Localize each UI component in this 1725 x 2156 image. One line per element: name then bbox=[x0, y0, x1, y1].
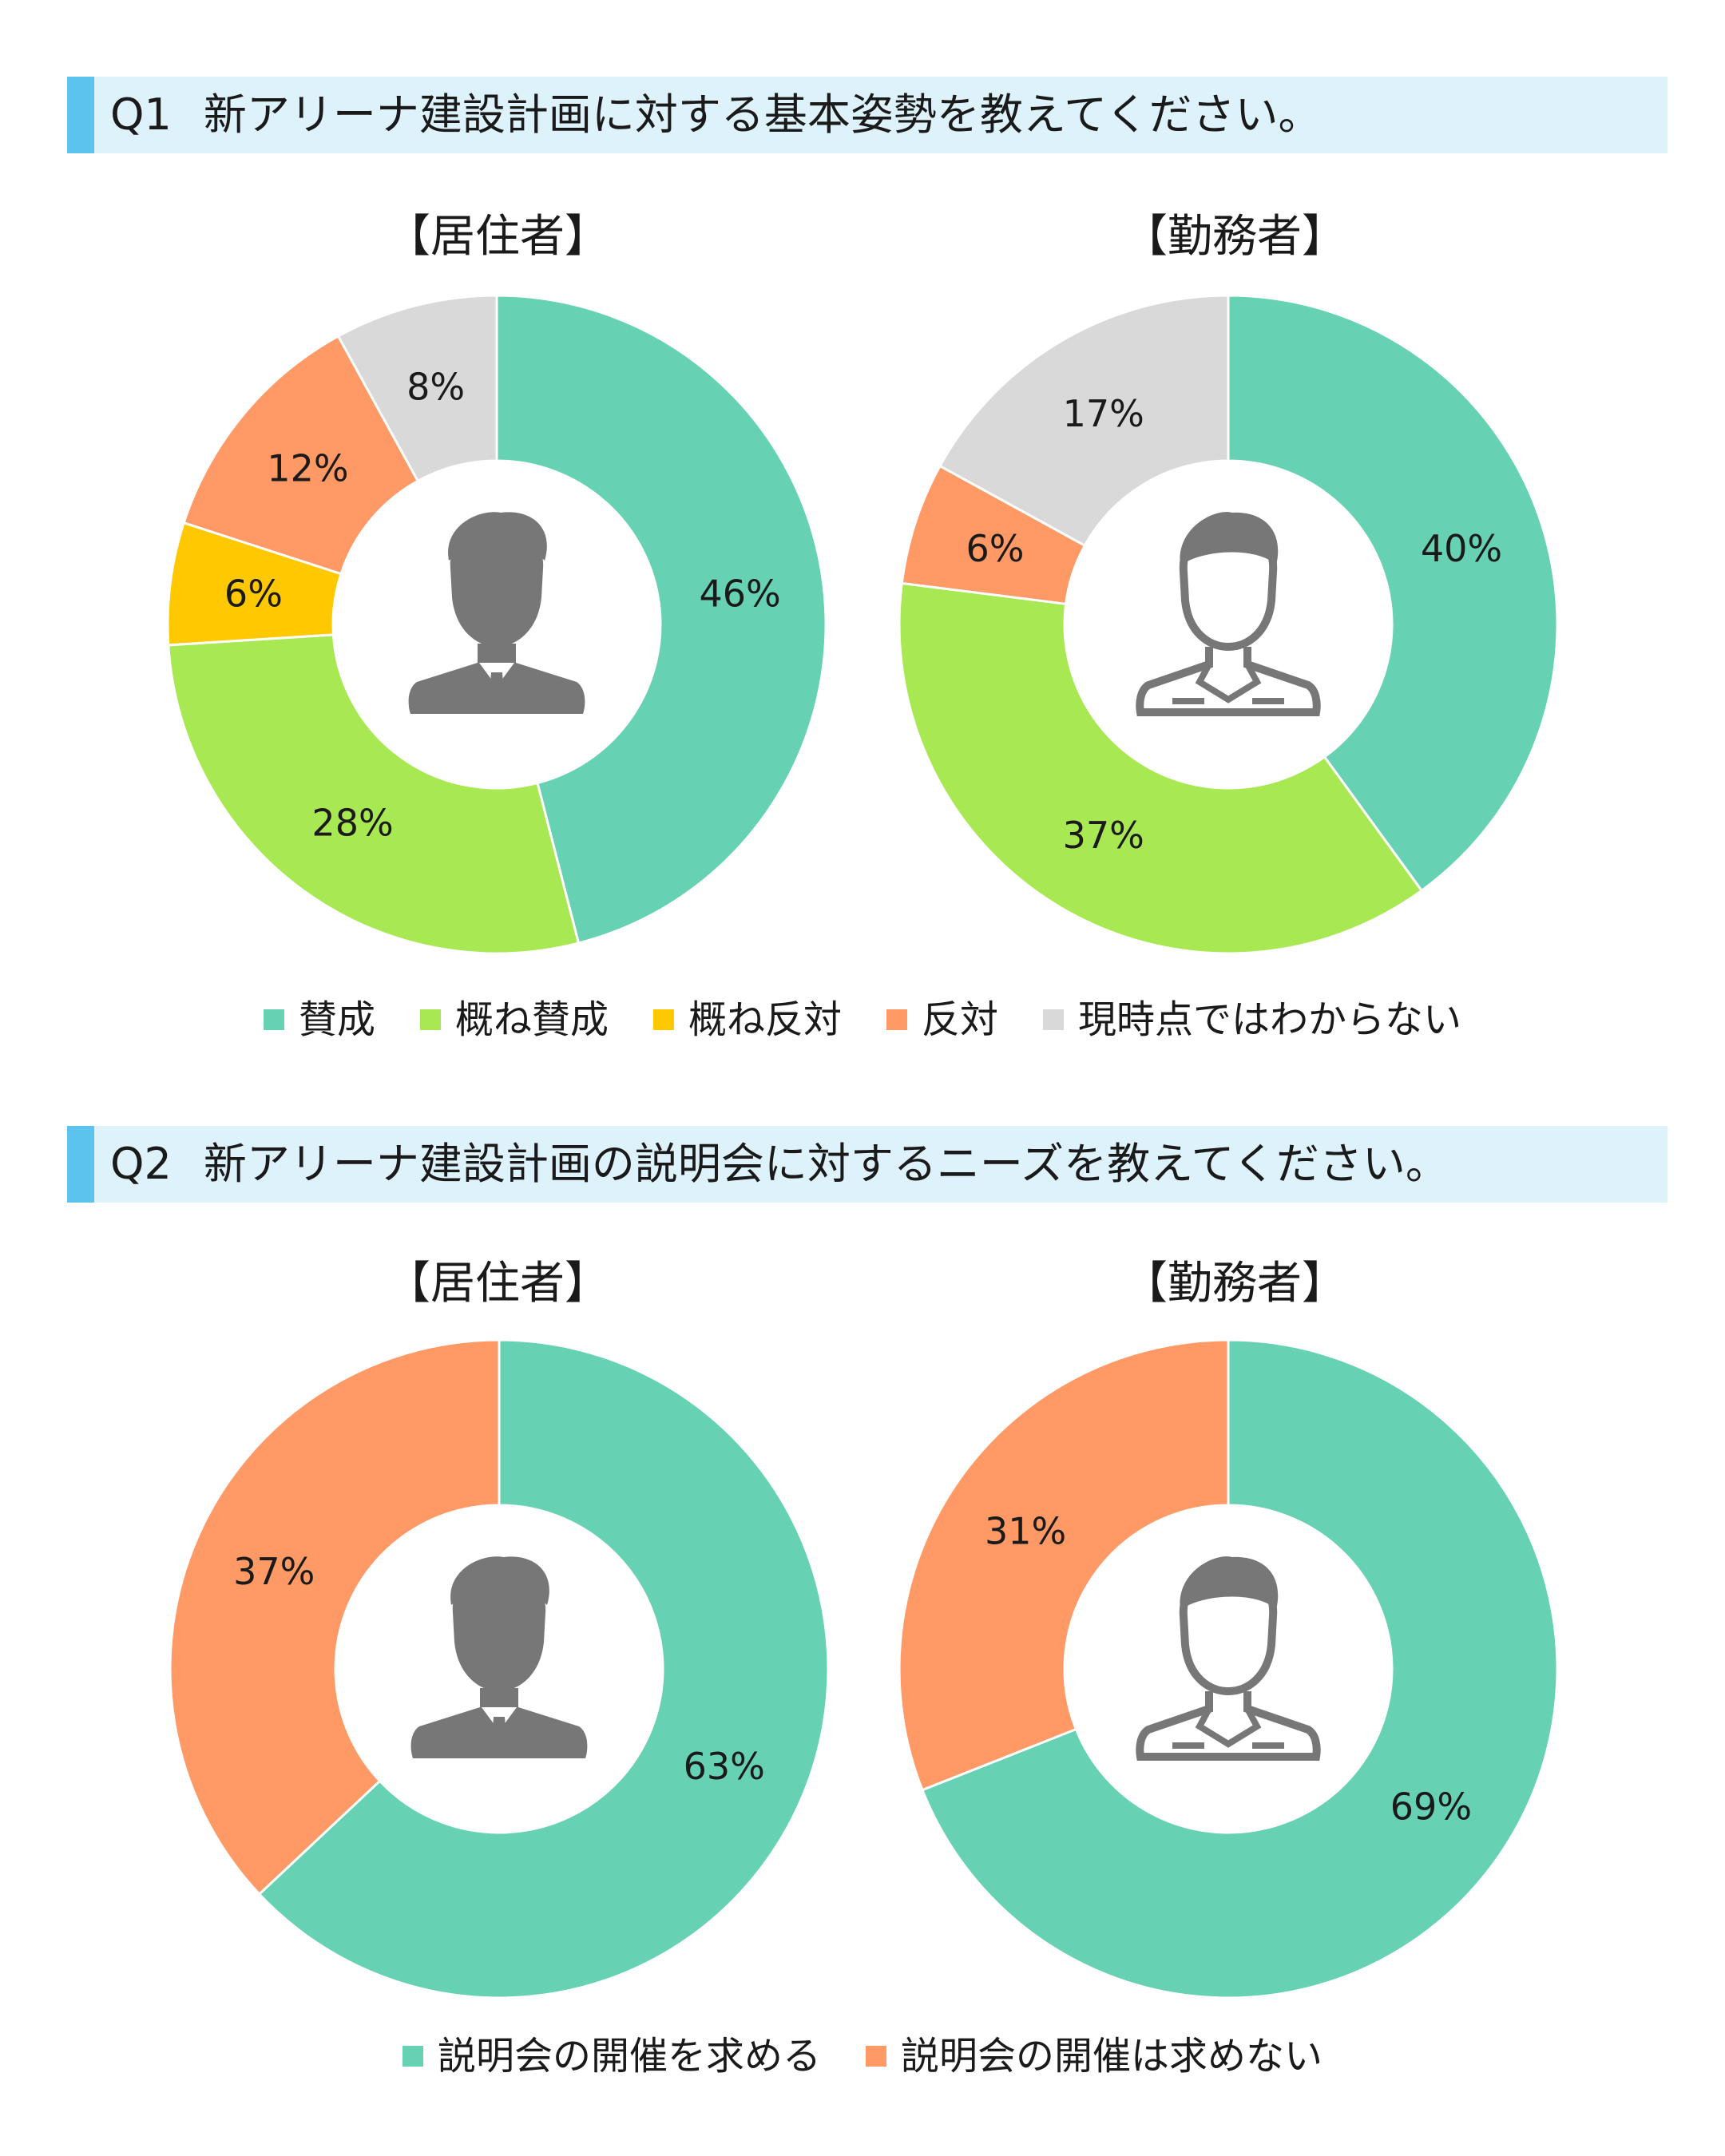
q1-resident-title: 【居住者】 bbox=[386, 211, 609, 263]
q1-accent-bar bbox=[67, 77, 94, 153]
q2-legend: 説明会の開催を求める 説明会の開催は求めない bbox=[0, 2032, 1725, 2080]
q1-legend-label-4: 反対 bbox=[922, 997, 999, 1042]
q1-worker-donut-chart: 40% 37% 6% 17% bbox=[898, 294, 1559, 955]
q1-legend-label-3: 概ね反対 bbox=[688, 997, 842, 1042]
q2-legend-item-1: 説明会の開催を求める bbox=[402, 2032, 821, 2080]
q2-resident-title: 【居住者】 bbox=[386, 1258, 609, 1310]
slice-label-5: 17% bbox=[1063, 392, 1144, 435]
businessman-suit-icon bbox=[408, 512, 585, 714]
slice-2 bbox=[169, 1338, 501, 1896]
q2-legend-swatch-1 bbox=[402, 2046, 423, 2067]
slice-label-3: 6% bbox=[224, 573, 283, 616]
q1-legend-swatch-4 bbox=[886, 1009, 907, 1030]
q2-resident-donut-chart: 63% 37% bbox=[169, 1338, 830, 1999]
q1-legend-item-5: 現時点ではわからない bbox=[1043, 996, 1461, 1044]
q2-number: Q2 bbox=[110, 1139, 172, 1189]
q2-legend-label-1: 説明会の開催を求める bbox=[437, 2034, 821, 2079]
slice-label-1: 40% bbox=[1421, 527, 1502, 570]
slice-label-1: 69% bbox=[1390, 1785, 1472, 1829]
q2-accent-bar bbox=[67, 1126, 94, 1203]
q1-legend-item-1: 賛成 bbox=[263, 996, 375, 1044]
slice-1 bbox=[257, 1338, 830, 1999]
q1-legend-item-3: 概ね反対 bbox=[652, 996, 842, 1044]
slice-2 bbox=[898, 581, 1424, 955]
slice-label-4: 6% bbox=[966, 527, 1025, 570]
q1-legend-swatch-3 bbox=[652, 1009, 674, 1030]
slice-5 bbox=[336, 294, 498, 483]
slice-label-1: 63% bbox=[684, 1745, 765, 1788]
q2-legend-label-2: 説明会の開催は求めない bbox=[901, 2034, 1323, 2079]
slice-2 bbox=[898, 1338, 1230, 1792]
q2-legend-item-2: 説明会の開催は求めない bbox=[866, 2032, 1322, 2080]
q1-legend-swatch-1 bbox=[263, 1009, 284, 1030]
q1-legend-label-2: 概ね賛成 bbox=[454, 997, 609, 1042]
q1-legend: 賛成 概ね賛成 概ね反対 反対 現時点ではわからない bbox=[0, 996, 1725, 1044]
slice-label-2: 37% bbox=[1063, 814, 1144, 857]
q1-worker-title: 【勤務者】 bbox=[1123, 211, 1346, 263]
slice-1 bbox=[1227, 294, 1559, 893]
q1-legend-label-1: 賛成 bbox=[298, 997, 375, 1042]
q1-legend-swatch-2 bbox=[419, 1009, 441, 1030]
slice-label-4: 12% bbox=[267, 446, 348, 489]
q1-header: Q1 新アリーナ建設計画に対する基本姿勢を教えてください。 bbox=[67, 77, 1668, 153]
q1-legend-item-2: 概ね賛成 bbox=[419, 996, 609, 1044]
worker-polo-icon bbox=[1136, 1556, 1321, 1761]
q1-resident-donut-chart: 46% 28% 6% 12% 8% bbox=[166, 294, 827, 955]
slice-4 bbox=[182, 334, 420, 576]
q2-worker-title: 【勤務者】 bbox=[1123, 1258, 1346, 1310]
slice-1 bbox=[495, 294, 827, 945]
q1-legend-swatch-5 bbox=[1043, 1009, 1065, 1030]
worker-polo-icon bbox=[1136, 512, 1321, 716]
slice-label-2: 37% bbox=[233, 1550, 315, 1593]
slice-label-5: 8% bbox=[406, 366, 465, 409]
q2-title: 新アリーナ建設計画の説明会に対するニーズを教えてください。 bbox=[203, 1139, 1449, 1189]
q2-header: Q2 新アリーナ建設計画の説明会に対するニーズを教えてください。 bbox=[67, 1126, 1668, 1203]
businessman-suit-icon bbox=[410, 1556, 588, 1758]
q2-question: Q2 新アリーナ建設計画の説明会に対するニーズを教えてください。 bbox=[110, 1126, 1449, 1203]
q1-legend-label-5: 現時点ではわからない bbox=[1078, 997, 1462, 1042]
q1-title: 新アリーナ建設計画に対する基本姿勢を教えてください。 bbox=[203, 89, 1322, 140]
slice-label-2: 31% bbox=[985, 1509, 1066, 1552]
q2-legend-swatch-2 bbox=[866, 2046, 886, 2067]
slice-1 bbox=[920, 1338, 1559, 1999]
q1-question: Q1 新アリーナ建設計画に対する基本姿勢を教えてください。 bbox=[110, 77, 1322, 153]
q2-worker-donut-chart: 69% 31% bbox=[898, 1338, 1559, 1999]
q1-legend-item-4: 反対 bbox=[886, 996, 998, 1044]
slice-label-2: 28% bbox=[311, 801, 393, 844]
slice-5 bbox=[938, 294, 1230, 548]
q1-number: Q1 bbox=[110, 89, 172, 140]
slice-label-1: 46% bbox=[699, 573, 780, 616]
slice-2 bbox=[167, 633, 581, 955]
